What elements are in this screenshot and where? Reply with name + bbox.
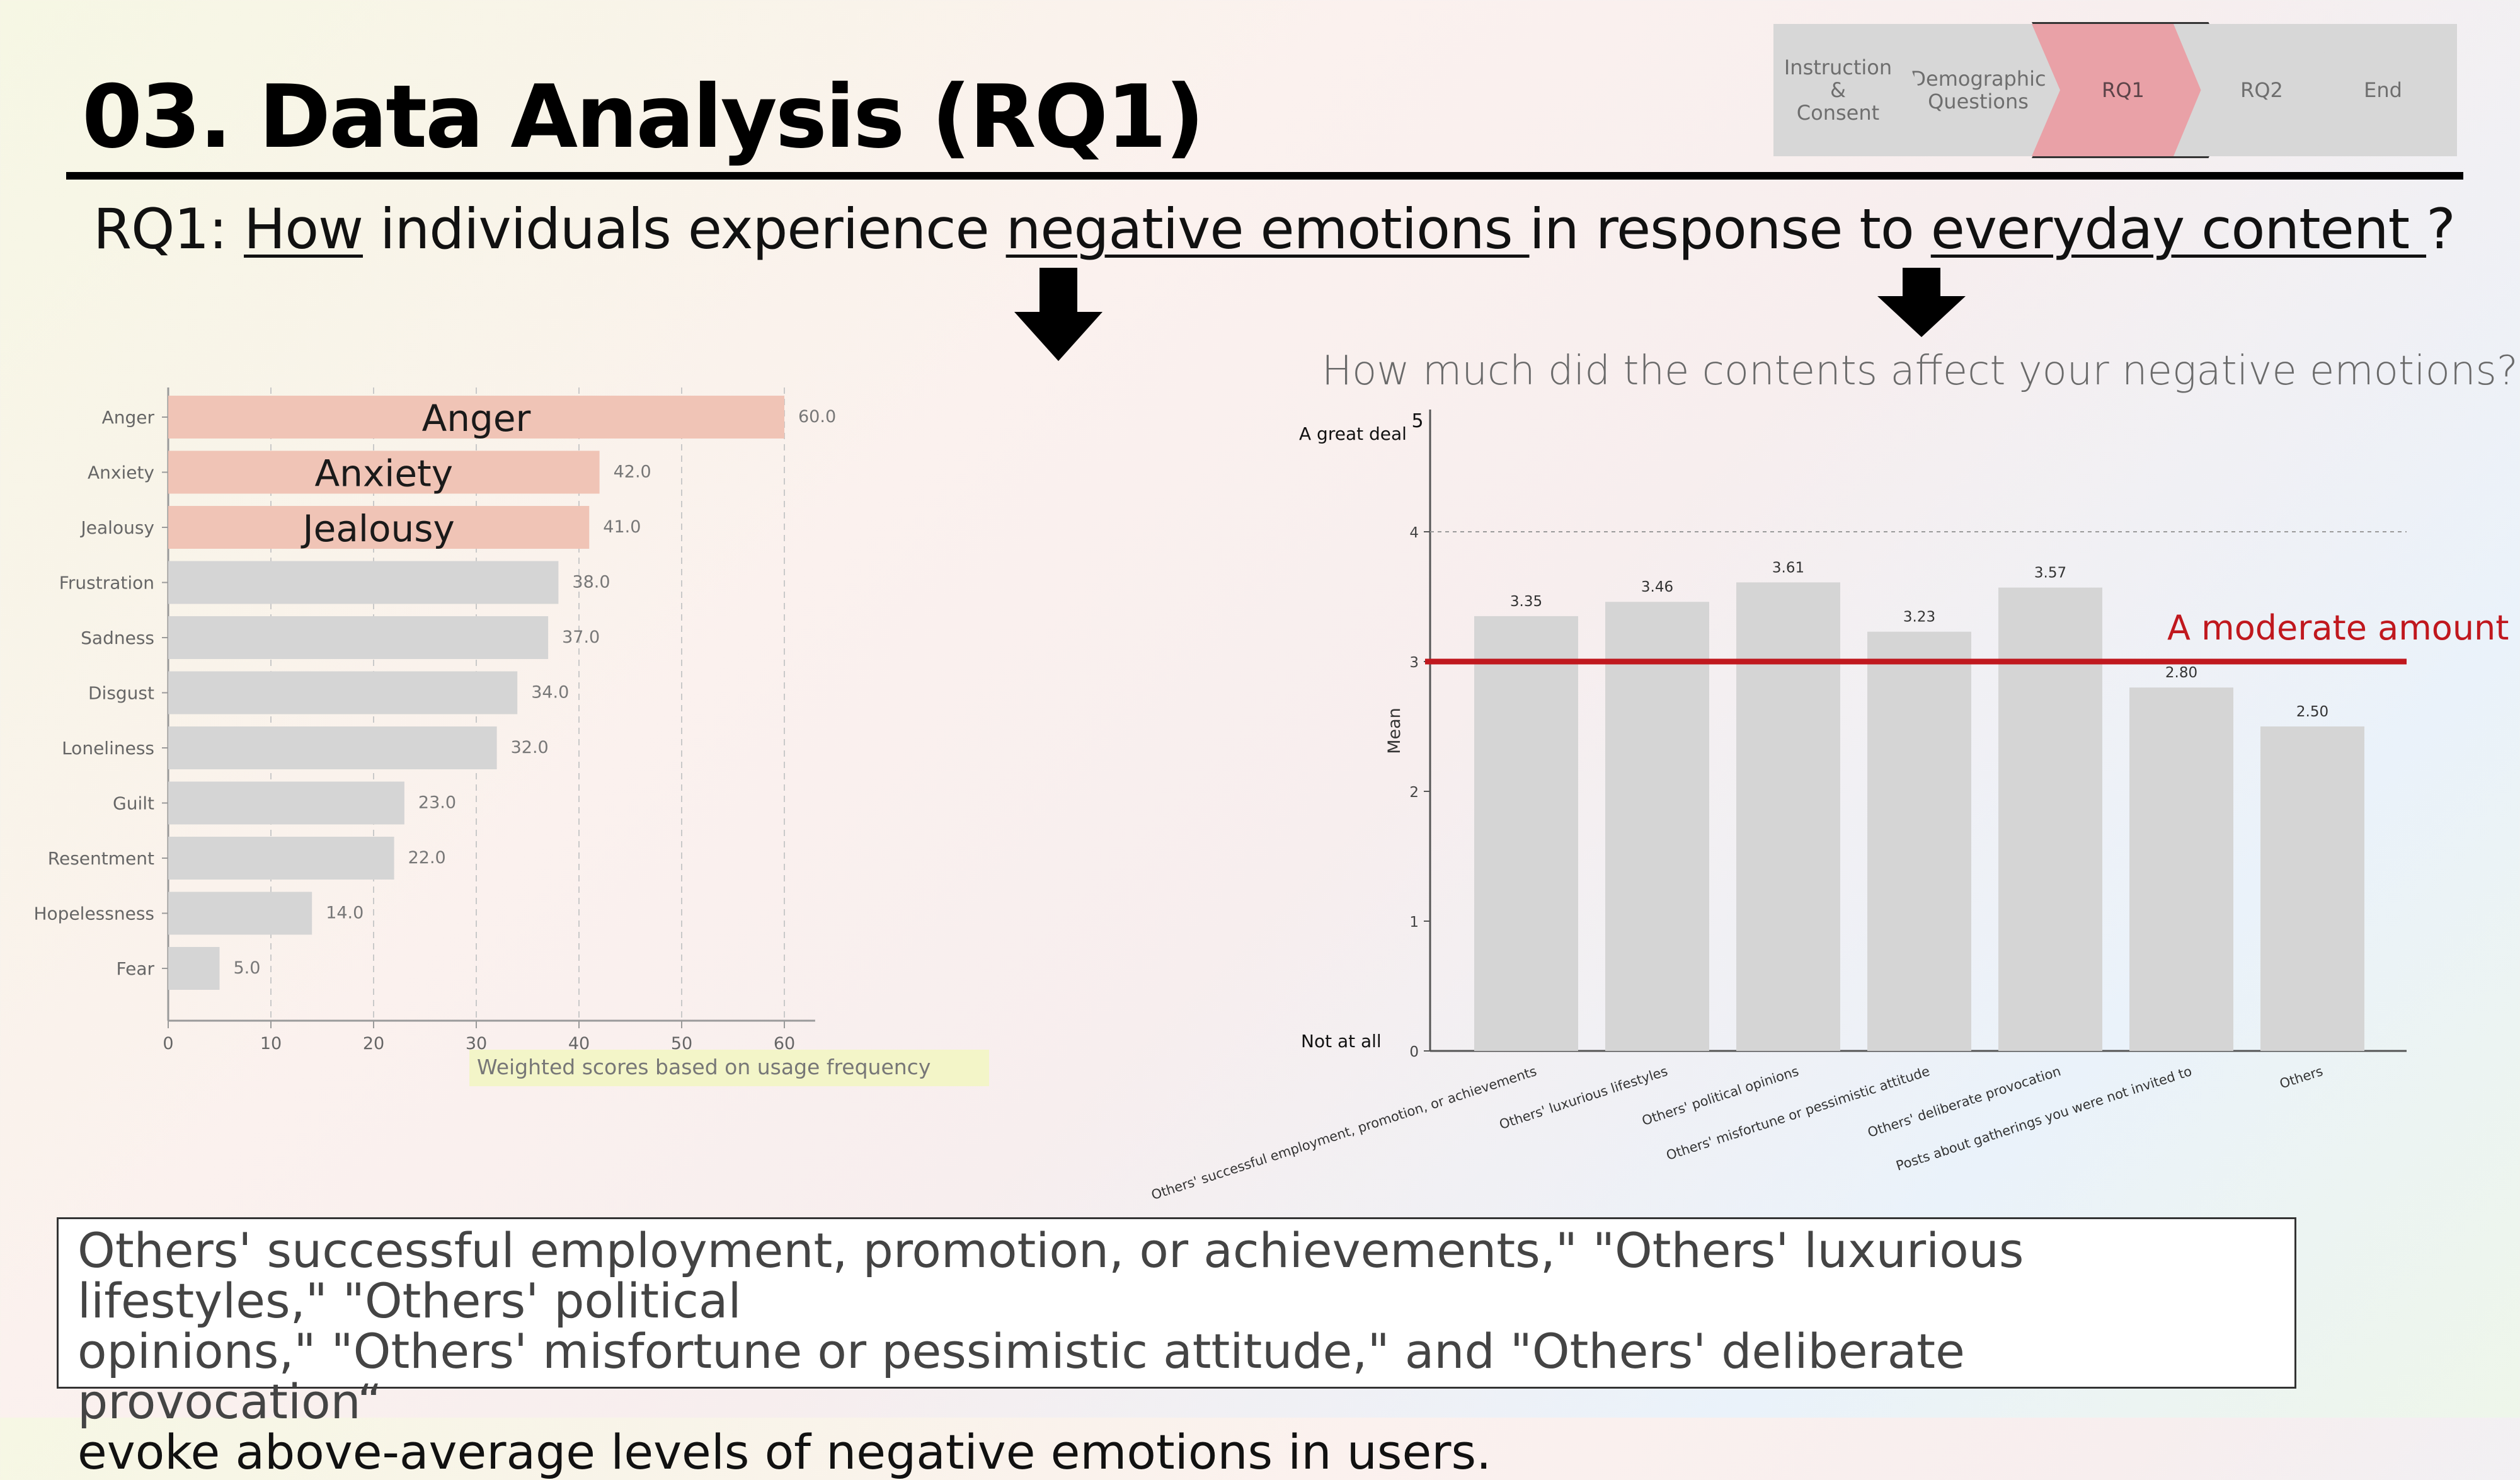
rq-how: How <box>244 197 364 261</box>
chart2-y-tick-label: 1 <box>1409 914 1419 931</box>
chart1-category-label: Guilt <box>113 793 154 814</box>
chart1-value-label: 34.0 <box>531 683 569 703</box>
chart1-x-axis-label: Weighted scores based on usage frequency <box>477 1055 931 1079</box>
chart2-bar <box>1867 631 1971 1051</box>
chart1-bar <box>168 947 220 990</box>
rq-text-2: in response to <box>1529 197 1931 261</box>
chart1-bar <box>168 450 600 494</box>
chart1-category-label: Fear <box>117 958 155 979</box>
chart2-y-axis-label: Mean <box>1385 708 1404 754</box>
chart2-value-label: 3.23 <box>1903 609 1935 626</box>
rq-end: ? <box>2426 197 2456 261</box>
chart1-value-label: 41.0 <box>603 517 641 537</box>
down-arrow-icon <box>1014 268 1102 361</box>
chart1-value-label: 37.0 <box>562 628 600 647</box>
chart1-x-tick-label: 10 <box>260 1034 282 1053</box>
chart1-bar <box>168 561 559 604</box>
chart1-value-label: 14.0 <box>326 903 364 923</box>
chart1-bar <box>168 837 394 880</box>
chart1-category-label: Resentment <box>48 848 154 869</box>
rq-negative-emotions: negative emotions <box>1005 197 1530 261</box>
down-arrow-icon <box>1877 268 1966 337</box>
chart2-value-label: 2.80 <box>2165 665 2197 681</box>
chart2-bar <box>1474 616 1578 1051</box>
chart1-value-label: 22.0 <box>408 848 446 868</box>
chart1-value-label: 38.0 <box>572 573 610 592</box>
chart1-category-label: Anxiety <box>88 462 154 483</box>
title-divider <box>66 172 2463 180</box>
chart1-value-label: 42.0 <box>614 462 651 482</box>
slide-title: 03. Data Analysis (RQ1) <box>82 66 1205 168</box>
chart1-xlabel-highlight <box>469 1050 989 1086</box>
chart2-bar <box>2129 687 2233 1051</box>
chart1-bar <box>168 396 784 439</box>
chart2-y-tick-label: 2 <box>1409 784 1419 801</box>
chart2-reference-label: A moderate amount <box>2167 608 2509 648</box>
chart2-y-tick-label: 4 <box>1409 525 1419 541</box>
chart1-value-label: 23.0 <box>418 793 456 813</box>
step-demographic-questions: Demographic Questions <box>1893 24 2070 156</box>
chart1-category-label: Jealousy <box>80 517 154 538</box>
rq-prefix: RQ1: <box>93 197 244 261</box>
chart2-bar <box>1736 582 1840 1051</box>
chart1-bar <box>168 671 518 714</box>
chart1-value-label: 5.0 <box>234 958 261 978</box>
chart1-category-label: Anger <box>102 407 155 428</box>
chart2-bar <box>1998 587 2102 1051</box>
chart2-y-tick-label: 3 <box>1409 655 1419 671</box>
chart2-scale-top-label: A great deal <box>1299 423 1407 444</box>
chart2-bar <box>1605 602 1709 1051</box>
chart1-category-label: Loneliness <box>62 738 154 759</box>
charts-canvas: Anger 60.0 Anxiety 42.0 Jealousy 41.0 Frustrat… <box>33 387 2509 1203</box>
chart2-bar <box>2260 726 2364 1051</box>
chart2-category-label: Others' successful employment, promotion… <box>1149 1064 1538 1203</box>
chart1-bar <box>168 892 312 935</box>
conclusion-line-2: opinions," "Others' misfortune or pessim… <box>77 1323 1965 1430</box>
chart1-x-tick-label: 0 <box>163 1034 173 1053</box>
chart1-bar <box>168 726 497 769</box>
chart1-category-label: Disgust <box>88 683 154 704</box>
chart1-value-label: 32.0 <box>511 738 549 757</box>
chart2-scale-bottom-label: Not at all <box>1301 1031 1382 1052</box>
chart1-category-label: Hopelessness <box>33 903 154 924</box>
chart2-value-label: 3.35 <box>1510 594 1542 610</box>
chart1-category-label: Sadness <box>81 628 154 648</box>
chart1-bar <box>168 616 549 659</box>
chart1-bar-annotation: Anxiety <box>314 452 453 495</box>
rq-text-1: individuals experience <box>363 197 1006 261</box>
chart2-top-tick-label: 5 <box>1411 410 1423 432</box>
chart2-y-tick-label: 0 <box>1409 1044 1419 1060</box>
chart1-x-tick-label: 20 <box>363 1034 384 1053</box>
chart2-value-label: 3.61 <box>1772 559 1804 576</box>
chart1-bar <box>168 506 590 549</box>
chart2-value-label: 2.50 <box>2296 704 2328 720</box>
chart1-bar-annotation: Anger <box>422 397 531 440</box>
chart-2-title: How much did the contents affect your ne… <box>1322 348 2518 394</box>
rq-everyday-content: everyday content <box>1930 197 2427 261</box>
conclusion-box: Others' successful employment, promotion… <box>57 1217 2296 1477</box>
conclusion-line-3: evoke above-average levels of negative e… <box>77 1424 1492 1480</box>
conclusion-line-1: Others' successful employment, promotion… <box>77 1222 2024 1329</box>
research-question: RQ1: How individuals experience negative… <box>93 197 2456 261</box>
chart1-category-label: Frustration <box>59 573 154 594</box>
chart2-value-label: 3.46 <box>1641 579 1673 595</box>
chart1-value-label: 60.0 <box>798 407 836 427</box>
progress-steps: Instruction & Consent Demographic Questions R… <box>1773 24 2457 156</box>
chart1-bar-annotation: Jealousy <box>301 507 455 550</box>
chart2-value-label: 3.57 <box>2034 565 2066 582</box>
chart2-category-label: Others <box>2278 1064 2325 1092</box>
step-end: End <box>2315 24 2457 156</box>
chart1-bar <box>168 781 404 825</box>
